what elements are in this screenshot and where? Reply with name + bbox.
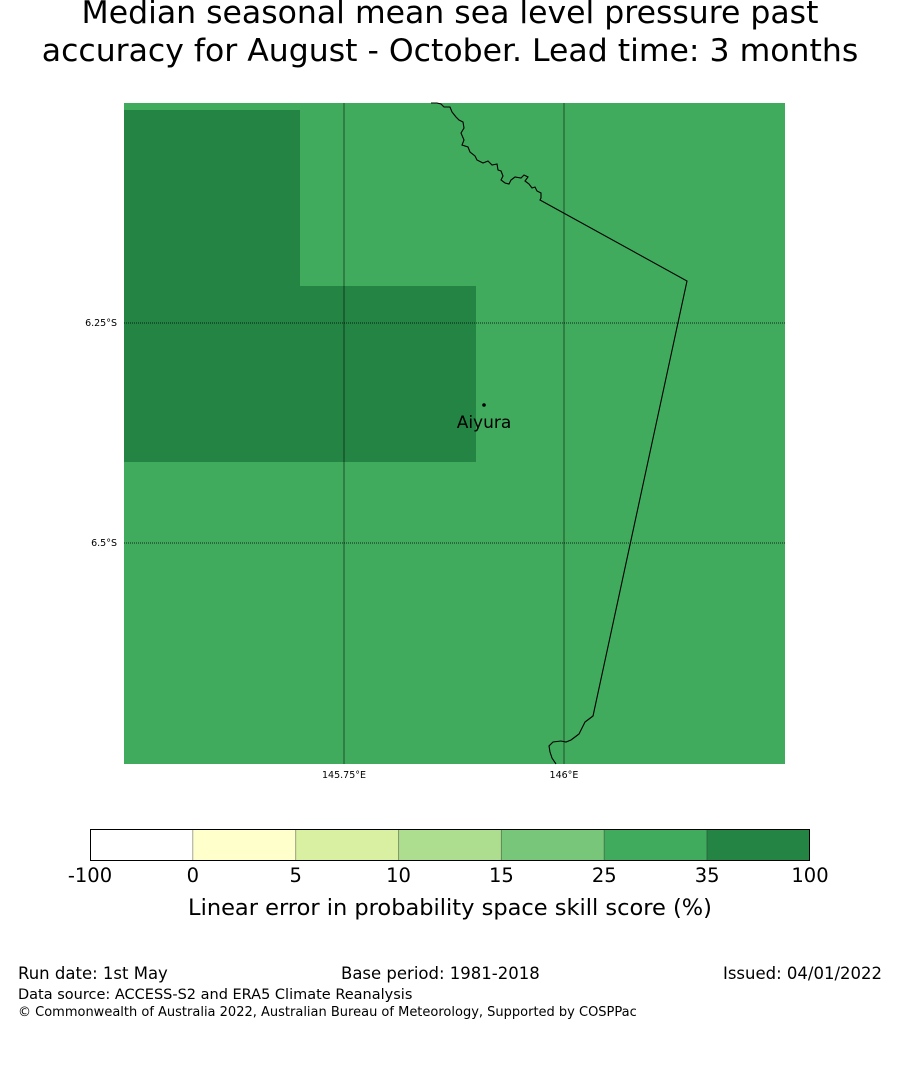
colorbar: [90, 829, 810, 861]
run-date: Run date: 1st May: [18, 964, 168, 983]
colorbar-bin-1: [192, 829, 297, 861]
lon-label-146: 146°E: [550, 770, 579, 781]
title-line-1: Median seasonal mean sea level pressure …: [81, 0, 819, 31]
base-period: Base period: 1981-2018: [341, 964, 540, 983]
colorbar-bin-6: [706, 829, 810, 861]
colorbar-label: Linear error in probability space skill …: [188, 895, 712, 921]
lon-label-145-75: 145.75°E: [322, 770, 366, 781]
colorbar-bin-4: [500, 829, 605, 861]
title-line-2: accuracy for August - October. Lead time…: [41, 33, 859, 69]
colorbar-bin-2: [295, 829, 400, 861]
colorbar-bin-5: [603, 829, 708, 861]
map-svg: Aiyura 6.25°S 6.5°S 145.75°E 146°E: [85, 102, 785, 781]
colorbar-tick-1: 0: [186, 864, 200, 887]
high-skill-cell-top: [124, 110, 300, 286]
colorbar-border: [90, 829, 810, 861]
colorbar-tick-2: 5: [289, 864, 302, 887]
colorbar-tick-6: 35: [694, 864, 720, 887]
colorbar-tick-7: 100: [791, 864, 829, 887]
colorbar-tick-5: 25: [591, 864, 617, 887]
chart-title: Median seasonal mean sea level pressure …: [0, 0, 900, 70]
issued-date: Issued: 04/01/2022: [722, 964, 882, 983]
high-skill-cell-mid: [124, 286, 476, 462]
colorbar-tick-0: -100: [67, 864, 113, 887]
colorbar-tick-3: 10: [386, 864, 411, 887]
aiyura-label: Aiyura: [457, 413, 512, 433]
colorbar-bin-0: [90, 829, 194, 861]
colorbar-bin-3: [398, 829, 502, 861]
lat-label-6-25: 6.25°S: [85, 318, 117, 329]
boundary-line-north: [431, 102, 688, 765]
colorbar-tick-4: 15: [489, 864, 514, 887]
data-source: Data source: ACCESS-S2 and ERA5 Climate …: [18, 987, 413, 1003]
colorbar-ticks: -100 0 5 10 15 25 35 100: [0, 864, 900, 890]
lat-label-6-5: 6.5°S: [91, 538, 117, 549]
aiyura-marker: [482, 403, 486, 407]
copyright: © Commonwealth of Australia 2022, Austra…: [18, 1005, 637, 1020]
map-panel: Aiyura 6.25°S 6.5°S 145.75°E 146°E: [85, 102, 785, 781]
